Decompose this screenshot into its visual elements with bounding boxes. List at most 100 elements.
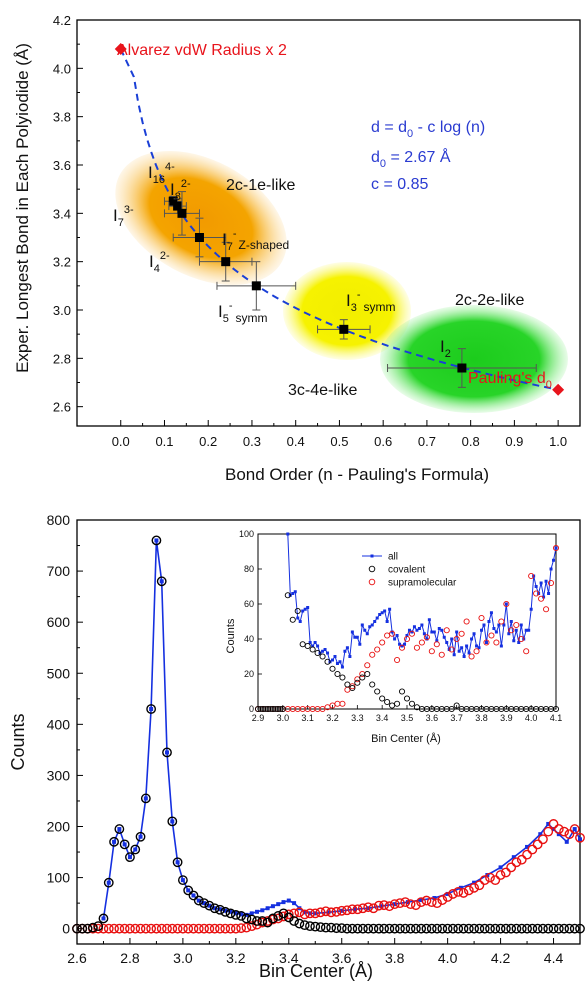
- series-covalent-point: [119, 839, 130, 850]
- series-supramolecular-point: [193, 923, 204, 934]
- legend-marker-supramolecular: [368, 578, 376, 586]
- series-supramolecular-point: [236, 923, 247, 934]
- top-ytick-label: 3.4: [53, 206, 71, 221]
- region-label-2c1e: 2c-1e-like: [226, 177, 295, 194]
- series-covalent-point: [225, 908, 236, 919]
- inset-covalent-point: [403, 695, 411, 702]
- inset-all-point: [350, 630, 354, 634]
- pauling-label: Pauling's d0: [468, 370, 552, 391]
- inset-all-point: [400, 644, 404, 648]
- inset-supramolecular-point: [518, 635, 525, 643]
- inset-supramolecular-point: [508, 627, 515, 634]
- inset-xtick-label: 3.8: [475, 713, 488, 723]
- inset-all-point: [514, 628, 518, 632]
- series-all-point: [202, 901, 207, 906]
- inset-all-point: [422, 632, 426, 636]
- series-supramolecular-point: [98, 923, 109, 934]
- inset-all-point: [554, 546, 558, 550]
- inset-all-point: [430, 630, 434, 634]
- inset-covalent-point: [354, 679, 361, 686]
- inset-xtick-label: 4.1: [550, 713, 563, 723]
- inset-covalent-point: [309, 646, 316, 653]
- inset-all-point: [484, 641, 488, 644]
- series-all-point: [196, 898, 201, 903]
- series-all-point: [281, 900, 286, 905]
- series-all-point: [217, 907, 222, 912]
- inset-covalent-point: [329, 665, 336, 672]
- series-all-point: [170, 819, 175, 824]
- inset-xtick-label: 3.0: [277, 713, 290, 723]
- inset-covalent-point: [294, 607, 301, 615]
- series-all-point: [546, 821, 551, 826]
- top-xtick-label: 0.6: [374, 434, 392, 449]
- inset-all-point: [331, 658, 334, 662]
- inset-all-point: [472, 632, 476, 636]
- inset-covalent-point: [552, 705, 560, 713]
- series-all-point: [260, 908, 265, 913]
- legend-label-all: all: [388, 552, 398, 563]
- series-supramolecular-point: [511, 857, 522, 868]
- inset-all-point: [549, 567, 553, 571]
- data-point: [194, 233, 204, 242]
- inset-all-point: [425, 637, 429, 641]
- inset-all-point: [465, 644, 469, 648]
- series-covalent-point: [569, 923, 580, 934]
- inset-all-point: [358, 642, 362, 646]
- legend-label-supramolecular: supramolecular: [388, 578, 457, 589]
- series-all-point: [207, 903, 212, 908]
- inset-all-point: [306, 606, 310, 609]
- inset-all-point: [293, 590, 297, 594]
- series-supramolecular-point: [474, 880, 485, 891]
- inset-all-point: [480, 628, 483, 632]
- series-supramolecular-point: [516, 854, 527, 865]
- series-all-point: [313, 911, 318, 916]
- inset-all-point: [398, 642, 402, 646]
- inset-all-point: [311, 644, 315, 648]
- series-all-point: [228, 909, 233, 914]
- inset-covalent-point: [394, 700, 401, 707]
- inset-all-point: [353, 635, 357, 639]
- inset-all-point: [492, 627, 496, 630]
- series-supramolecular-point: [405, 899, 416, 910]
- series-supramolecular-point: [363, 902, 374, 913]
- inset-all-point: [405, 634, 409, 637]
- inset-supramolecular-point: [369, 651, 376, 658]
- region-3c4e: [283, 262, 411, 360]
- series-all-point: [352, 907, 357, 912]
- series-supramolecular-point: [162, 923, 172, 934]
- series-covalent-point: [485, 923, 495, 934]
- inset-all-point: [393, 637, 397, 641]
- series-supramolecular-point: [310, 908, 321, 919]
- inset-all-point: [410, 630, 414, 634]
- series-supramolecular-point: [373, 900, 384, 911]
- series-covalent-point: [432, 923, 442, 934]
- series-supramolecular-point: [569, 824, 580, 834]
- series-supramolecular-point: [299, 909, 310, 920]
- inset-covalent-point: [289, 616, 296, 623]
- inset-all-point: [529, 607, 533, 611]
- inset-supramolecular-point: [418, 639, 425, 646]
- series-covalent-point: [421, 923, 432, 934]
- inset-covalent-point: [319, 653, 326, 660]
- inset-all-point: [296, 616, 300, 620]
- series-supramolecular-point: [305, 908, 315, 919]
- bottom-xtick-label: 3.2: [226, 950, 246, 966]
- inset-all-point: [360, 623, 364, 627]
- series-supramolecular-point: [538, 834, 548, 845]
- series-supramolecular-point: [559, 826, 570, 837]
- inset-covalent-point: [279, 705, 286, 713]
- series-covalent-point: [135, 831, 146, 842]
- inset-supramolecular-point: [453, 635, 460, 643]
- top-ytick-label: 2.6: [53, 400, 71, 415]
- series-supramolecular-point: [342, 905, 352, 916]
- series-all-point: [112, 839, 117, 844]
- series-covalent-point: [405, 923, 416, 934]
- inset-xtick-label: 3.7: [450, 713, 463, 723]
- inset-all-point: [445, 641, 449, 644]
- formula-line-2: d0 = 2.67 Å: [371, 147, 451, 170]
- series-supramolecular-point: [500, 867, 511, 878]
- series-covalent-point: [162, 747, 172, 758]
- series-supramolecular-point: [479, 875, 490, 886]
- inset-covalent-point: [304, 642, 311, 650]
- series-supramolecular-point: [93, 923, 104, 934]
